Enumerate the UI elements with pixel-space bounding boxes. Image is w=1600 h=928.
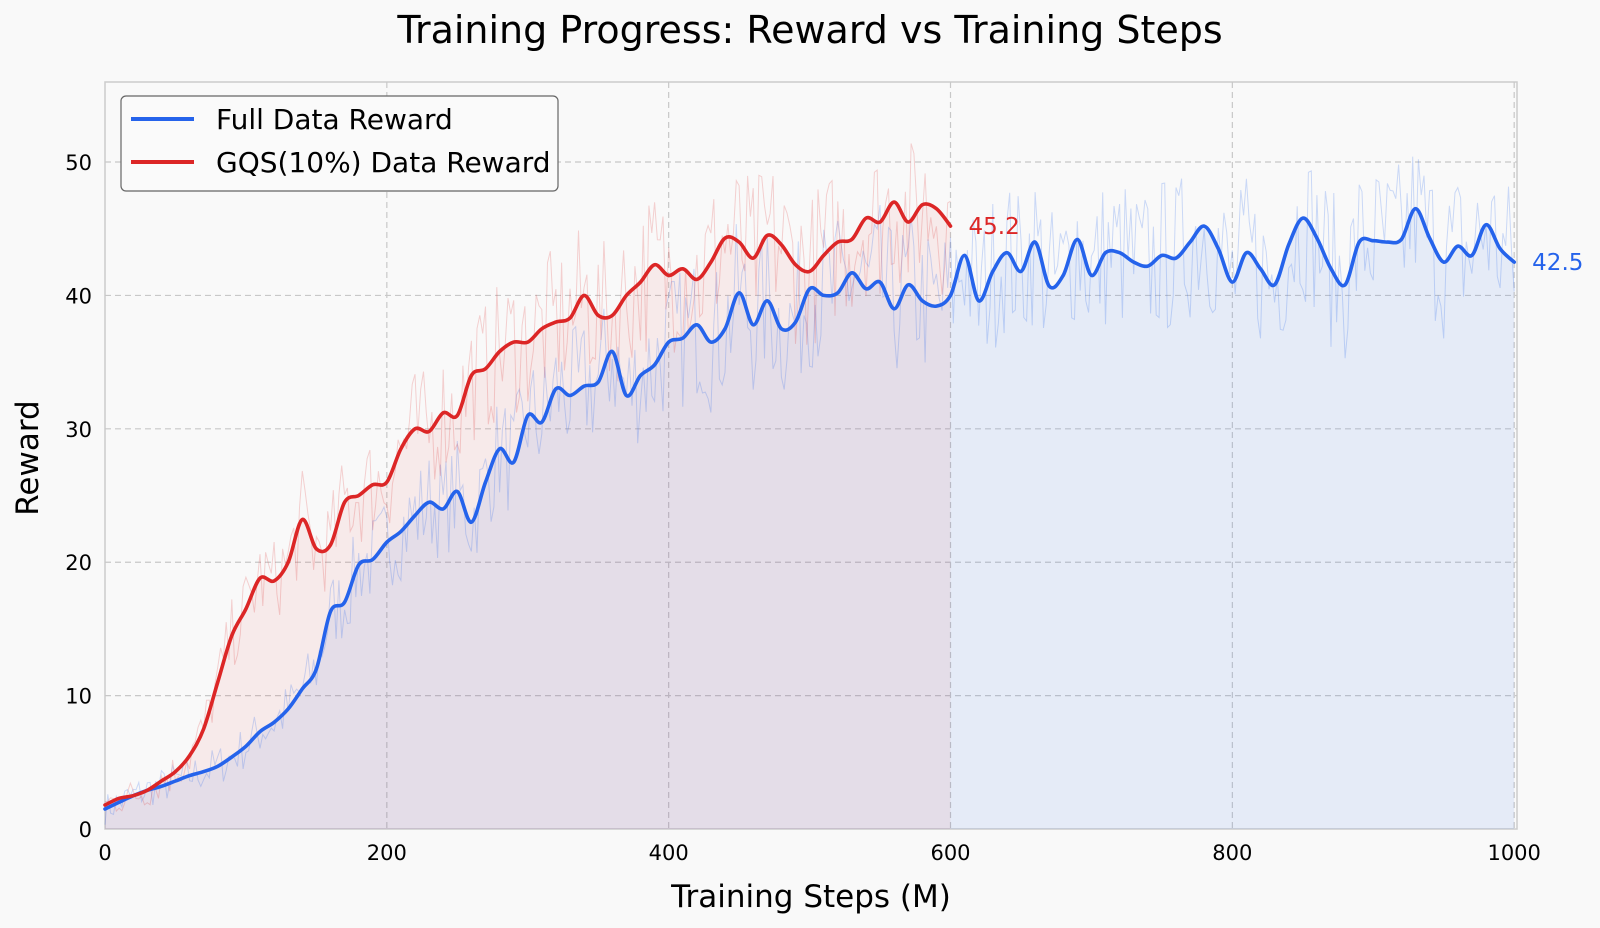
y-axis-label: Reward: [10, 400, 46, 515]
plot-frame: [104, 81, 1518, 830]
end-label-gqs-data: 45.2: [969, 214, 1020, 240]
x-tick-label: 800: [1212, 841, 1252, 865]
y-tick-label: 50: [65, 151, 92, 175]
raw-trace-gqs-data: [104, 143, 951, 813]
raw-series-traces: [104, 143, 1515, 825]
legend-label-full-data: Full Data Reward: [216, 103, 453, 136]
y-tick-label: 20: [65, 551, 92, 575]
line-gqs-data: [103, 200, 953, 807]
x-tick-label: 600: [930, 841, 970, 865]
y-tick-label: 40: [65, 284, 92, 308]
legend-label-gqs-data: GQS(10%) Data Reward: [216, 146, 551, 179]
series-lines: [103, 200, 1516, 811]
legend: Full Data Reward GQS(10%) Data Reward: [120, 95, 559, 192]
raw-trace-full-data: [104, 156, 1515, 825]
chart-title: Training Progress: Reward vs Training St…: [396, 8, 1222, 52]
line-full-data: [103, 206, 1516, 811]
series-fills: [105, 202, 1515, 830]
legend-box: [120, 95, 559, 192]
x-axis-label: Training Steps (M): [670, 879, 951, 915]
tick-labels: 0 200 400 600 800 1000 0 10 20 30 40 50: [65, 151, 1541, 865]
x-tick-label: 400: [649, 841, 689, 865]
x-tick-label: 200: [367, 841, 407, 865]
end-label-full-data: 42.5: [1532, 250, 1583, 276]
x-tick-label: 1000: [1487, 841, 1540, 865]
end-labels: 42.5 45.2: [969, 214, 1584, 276]
y-tick-label: 0: [79, 818, 92, 842]
x-tick-label: 0: [98, 841, 111, 865]
area-full-data: [105, 208, 1515, 830]
y-tick-label: 10: [65, 685, 92, 709]
y-tick-label: 30: [65, 418, 92, 442]
